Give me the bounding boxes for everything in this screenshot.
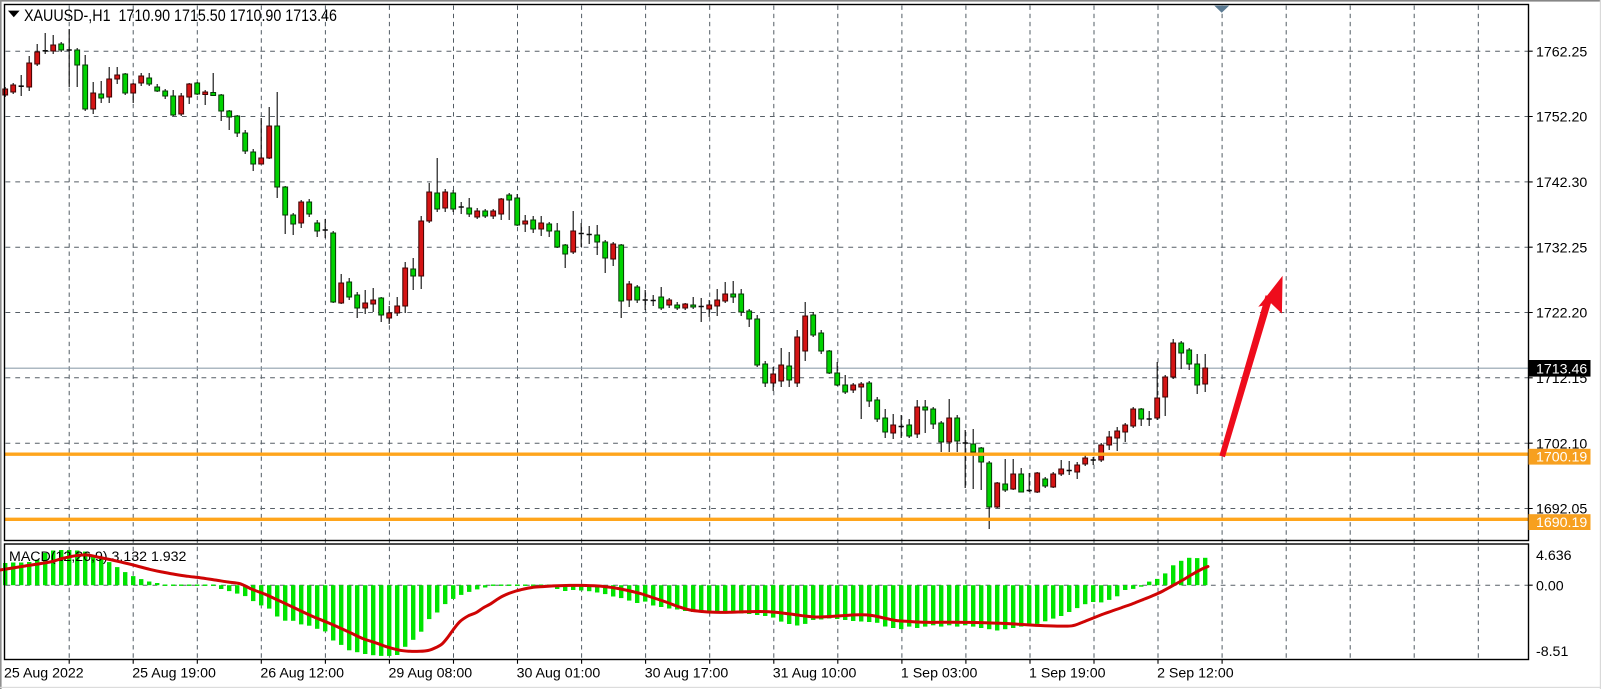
svg-text:0.00: 0.00 — [1536, 579, 1564, 595]
svg-text:25 Aug 2022: 25 Aug 2022 — [4, 666, 84, 682]
svg-text:1700.19: 1700.19 — [1536, 450, 1587, 466]
svg-text:30 Aug 01:00: 30 Aug 01:00 — [517, 666, 601, 682]
svg-text:4.636: 4.636 — [1536, 548, 1572, 564]
svg-text:1762.25: 1762.25 — [1536, 44, 1587, 60]
svg-text:-8.51: -8.51 — [1536, 644, 1568, 660]
svg-text:1690.19: 1690.19 — [1536, 515, 1587, 531]
svg-text:30 Aug 17:00: 30 Aug 17:00 — [645, 666, 729, 682]
svg-text:1732.25: 1732.25 — [1536, 240, 1587, 256]
svg-text:31 Aug 10:00: 31 Aug 10:00 — [773, 666, 857, 682]
svg-text:2 Sep 12:00: 2 Sep 12:00 — [1157, 666, 1234, 682]
svg-text:1 Sep 03:00: 1 Sep 03:00 — [901, 666, 978, 682]
svg-text:1742.30: 1742.30 — [1536, 175, 1587, 191]
svg-text:1702.10: 1702.10 — [1536, 436, 1587, 452]
svg-text:1 Sep 19:00: 1 Sep 19:00 — [1029, 666, 1106, 682]
svg-text:XAUUSD-,H1 1710.90 1715.50 17: XAUUSD-,H1 1710.90 1715.50 1710.90 1713.… — [24, 7, 337, 25]
svg-text:29 Aug 08:00: 29 Aug 08:00 — [389, 666, 473, 682]
svg-text:1722.20: 1722.20 — [1536, 306, 1587, 322]
svg-text:1692.05: 1692.05 — [1536, 502, 1587, 518]
svg-text:1752.20: 1752.20 — [1536, 110, 1587, 126]
svg-text:26 Aug 12:00: 26 Aug 12:00 — [260, 666, 344, 682]
svg-text:25 Aug 19:00: 25 Aug 19:00 — [132, 666, 216, 682]
svg-text:1713.46: 1713.46 — [1536, 361, 1587, 377]
